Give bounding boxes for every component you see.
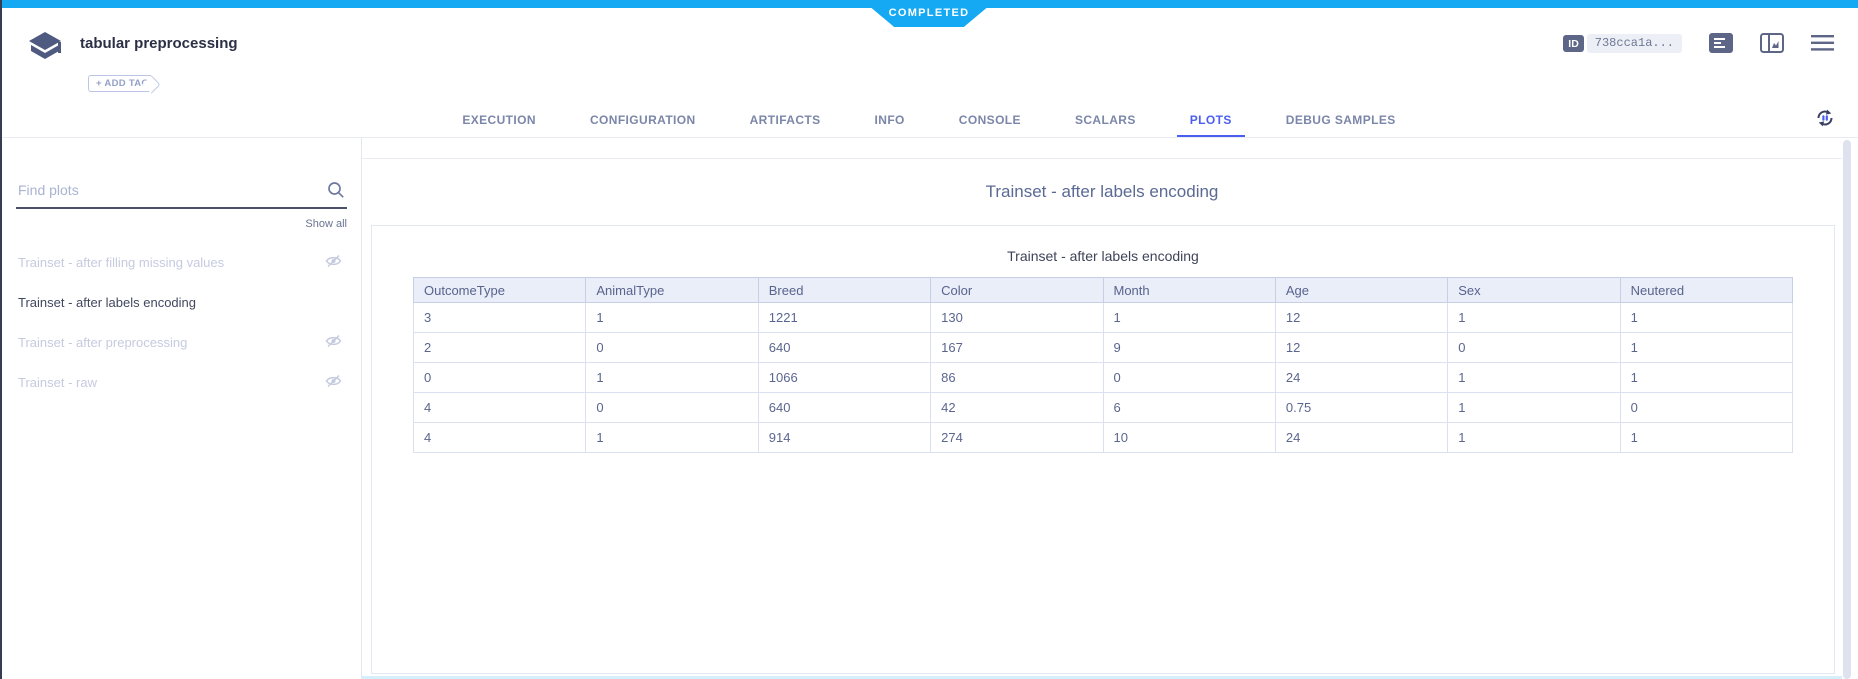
table-cell: 0	[1447, 332, 1621, 363]
tab-scalars[interactable]: SCALARS	[1074, 112, 1136, 127]
eye-slash-icon[interactable]	[325, 254, 342, 271]
table-cell: 274	[930, 422, 1104, 453]
table-cell: 24	[1274, 362, 1449, 393]
plot-widget: Trainset - after labels encoding Outcome…	[371, 225, 1835, 674]
table-cell: 1	[1447, 422, 1621, 453]
table-cell: 640	[757, 332, 932, 363]
table-cell: 1	[585, 422, 759, 453]
tab-execution[interactable]: EXECUTION	[462, 112, 536, 127]
chart-panel-icon[interactable]	[1760, 33, 1784, 53]
plots-sidebar: Show all Trainset - after filling missin…	[2, 138, 362, 679]
table-cell: 10	[1102, 422, 1276, 453]
table-cell: 42	[930, 392, 1104, 423]
table-cell: 1	[1447, 392, 1621, 423]
table-column-header: Month	[1102, 277, 1276, 303]
eye-slash-icon[interactable]	[325, 334, 342, 351]
table-column-header: Neutered	[1619, 277, 1794, 303]
table-row: 4 0 640 42 6 0.75 1 0	[412, 392, 1794, 423]
search-input[interactable]	[16, 178, 347, 207]
table-cell: 0	[1102, 362, 1276, 393]
tab-info[interactable]: INFO	[874, 112, 905, 127]
plot-item-label: Trainset - raw	[18, 374, 97, 390]
table-column-header: AnimalType	[585, 277, 759, 303]
tab-configuration[interactable]: CONFIGURATION	[589, 112, 696, 127]
table-column-header: Breed	[757, 277, 932, 303]
table-cell: 12	[1274, 302, 1449, 333]
experiment-logo-icon	[26, 30, 64, 64]
table-cell: 640	[757, 392, 932, 423]
plot-list-item[interactable]: Trainset - raw	[16, 362, 347, 402]
table-cell: 4	[412, 422, 587, 453]
tab-console[interactable]: CONSOLE	[958, 112, 1021, 127]
plot-list-item[interactable]: Trainset - after filling missing values	[16, 242, 347, 282]
tab-bar: EXECUTION CONFIGURATION ARTIFACTS INFO CONSO…	[0, 104, 1858, 138]
table-cell: 1	[585, 362, 759, 393]
table-column-header: Color	[930, 277, 1104, 303]
table-cell: 1	[1102, 302, 1276, 333]
figure-title: Trainset - after labels encoding	[1007, 248, 1199, 264]
plot-list-item[interactable]: Trainset - after preprocessing	[16, 322, 347, 362]
app-left-edge	[0, 0, 2, 679]
table-column-header: Age	[1274, 277, 1449, 303]
table-cell: 1221	[757, 302, 932, 333]
table-cell: 12	[1274, 332, 1449, 363]
plot-item-label: Trainset - after preprocessing	[18, 334, 188, 350]
table-cell: 0	[412, 362, 587, 393]
table-column-header: Sex	[1447, 277, 1621, 303]
details-panel-icon[interactable]	[1709, 33, 1733, 53]
plot-card-title: Trainset - after labels encoding	[362, 158, 1842, 225]
table-row: 4 1 914 274 10 24 1 1	[412, 422, 1794, 453]
status-badge: COMPLETED	[862, 0, 996, 27]
table-cell: 2	[412, 332, 587, 363]
search-icon	[327, 181, 345, 204]
table-row: 0 1 1066 86 0 24 1 1	[412, 362, 1794, 393]
table-cell: 4	[412, 392, 587, 423]
table-cell: 0	[1619, 392, 1794, 423]
table-cell: 6	[1102, 392, 1276, 423]
table-cell: 0.75	[1274, 392, 1449, 423]
add-tag-button[interactable]: + ADD TAG	[88, 75, 152, 92]
plot-data-table: OutcomeType AnimalType Breed Color Month Age S…	[412, 277, 1794, 453]
table-cell: 1	[1447, 362, 1621, 393]
table-cell: 1066	[757, 362, 932, 393]
auto-refresh-button[interactable]	[1814, 107, 1836, 134]
plot-item-label: Trainset - after filling missing values	[18, 254, 225, 270]
table-cell: 1	[585, 302, 759, 333]
eye-slash-icon[interactable]	[325, 374, 342, 391]
menu-icon[interactable]	[1811, 34, 1834, 52]
experiment-id-value[interactable]: 738cca1a...	[1586, 33, 1682, 53]
table-cell: 1	[1447, 302, 1621, 333]
plots-main-panel: Trainset - after labels encoding Trainse…	[362, 138, 1858, 679]
plot-list: Trainset - after filling missing values T…	[16, 242, 347, 402]
table-cell: 1	[1619, 362, 1794, 393]
table-cell: 1	[1619, 302, 1794, 333]
table-cell: 914	[757, 422, 932, 453]
table-cell: 0	[585, 392, 759, 423]
page-title: tabular preprocessing	[80, 35, 238, 52]
table-cell: 9	[1102, 332, 1276, 363]
plot-item-label: Trainset - after labels encoding	[18, 294, 197, 310]
table-cell: 3	[412, 302, 587, 333]
table-cell: 167	[930, 332, 1104, 363]
next-plot-edge	[362, 676, 1842, 679]
table-cell: 24	[1274, 422, 1449, 453]
table-cell: 1	[1619, 422, 1794, 453]
tab-debug-samples[interactable]: DEBUG SAMPLES	[1285, 112, 1396, 127]
table-cell: 130	[930, 302, 1104, 333]
tab-artifacts[interactable]: ARTIFACTS	[749, 112, 821, 127]
vertical-scrollbar[interactable]	[1843, 140, 1851, 679]
table-cell: 0	[585, 332, 759, 363]
show-all-link[interactable]: Show all	[305, 218, 347, 230]
tab-plots[interactable]: PLOTS	[1176, 104, 1245, 137]
search-field-wrap	[16, 178, 347, 209]
table-cell: 86	[930, 362, 1104, 393]
table-row: 2 0 640 167 9 12 0 1	[412, 332, 1794, 363]
table-column-header: OutcomeType	[412, 277, 587, 303]
plot-list-item[interactable]: Trainset - after labels encoding	[16, 282, 347, 322]
id-badge: ID	[1563, 34, 1584, 52]
table-row: 3 1 1221 130 1 12 1 1	[412, 302, 1794, 333]
table-header-row: OutcomeType AnimalType Breed Color Month Age S…	[412, 277, 1794, 303]
table-cell: 1	[1619, 332, 1794, 363]
